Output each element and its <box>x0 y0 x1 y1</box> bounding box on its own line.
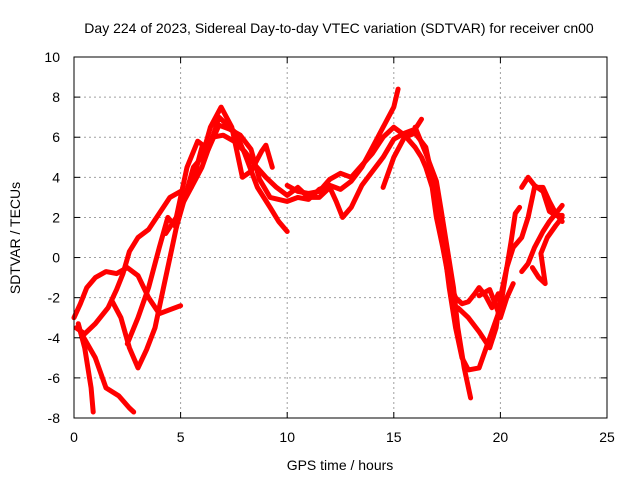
x-tick-label: 10 <box>279 429 295 445</box>
y-axis-label: SDTVAR / TECUs <box>7 182 23 294</box>
y-tick-label: -4 <box>48 330 61 346</box>
x-tick-label: 0 <box>70 429 78 445</box>
y-tick-label: 8 <box>52 89 60 105</box>
chart-title: Day 224 of 2023, Sidereal Day-to-day VTE… <box>84 20 594 36</box>
series-track-13 <box>476 281 516 321</box>
series-track-12 <box>455 204 523 351</box>
series-track-9 <box>284 124 501 311</box>
series-track-11 <box>412 124 474 401</box>
x-tick-label: 20 <box>493 429 509 445</box>
series-track-15 <box>519 174 565 218</box>
series-track-5 <box>109 114 290 371</box>
y-tick-label: 6 <box>52 129 60 145</box>
y-tick-label: 4 <box>52 169 60 185</box>
x-axis-label: GPS time / hours <box>287 457 394 473</box>
x-tick-label: 5 <box>177 429 185 445</box>
grid-layer <box>74 57 607 418</box>
series-track-4 <box>77 329 137 415</box>
plot-frame <box>73 56 608 419</box>
y-tick-label: -2 <box>48 290 61 306</box>
y-tick-label: 10 <box>44 49 60 65</box>
x-tick-label: 15 <box>386 429 402 445</box>
y-tick-label: 0 <box>52 250 60 266</box>
y-tick-label: 2 <box>52 209 60 225</box>
series-track-16 <box>529 214 565 287</box>
axes-layer: 0 5 10 15 20 25 -8 -6 -4 -2 0 2 4 6 8 10 <box>44 49 615 445</box>
y-tick-label: -8 <box>48 410 61 426</box>
series-layer <box>71 86 565 415</box>
series-track-2 <box>73 188 184 337</box>
series-track-8 <box>188 116 424 220</box>
x-tick-label: 25 <box>599 429 615 445</box>
y-tick-label: -6 <box>48 370 61 386</box>
